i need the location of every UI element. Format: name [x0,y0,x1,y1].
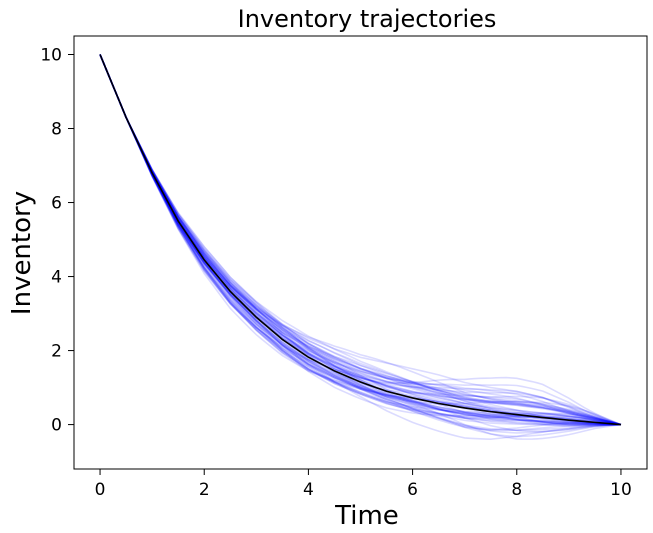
sample-trajectory-line [99,54,622,426]
y-tick-label: 6 [51,194,62,214]
sample-trajectory-line [99,54,622,426]
sample-trajectory-line [99,54,621,426]
y-tick-label: 8 [51,120,62,140]
x-axis-title: Time [334,501,399,531]
sample-trajectory-line [99,54,621,426]
sample-trajectory-line [99,54,622,426]
sample-trajectory-line [99,54,622,426]
sample-trajectory-line [99,54,621,426]
sample-trajectory-line [99,54,622,426]
sample-trajectory-line [99,54,621,426]
y-tick-label: 2 [51,342,62,362]
sample-trajectory-line [99,54,621,431]
sample-trajectory-line [99,54,622,426]
sample-trajectory-line [99,54,622,431]
sample-trajectory-line [99,54,622,426]
sample-trajectory-line [99,54,621,426]
sample-trajectory-line [99,54,622,426]
x-tick-label: 10 [610,480,632,500]
y-axis: 0 2 4 6 8 10 [40,46,74,436]
sample-trajectory-line [99,54,621,432]
sample-trajectory-line [99,54,622,426]
sample-trajectory-line [99,54,621,426]
sample-trajectory-line [99,54,622,426]
trajectory-layer [99,54,622,440]
sample-trajectory-line [99,54,622,426]
sample-trajectory-line [99,54,622,426]
sample-trajectory-line [99,54,622,426]
sample-trajectory-line [99,54,621,433]
sample-trajectory-line [99,54,621,426]
sample-trajectory-line [99,54,622,426]
sample-trajectory-line [99,54,622,426]
x-tick-label: 8 [511,480,522,500]
sample-trajectory-line [99,54,622,426]
sample-trajectory-line [99,54,621,440]
sample-trajectory-line [99,54,622,426]
sample-trajectory-line [99,54,622,426]
chart-title: Inventory trajectories [238,5,497,33]
y-axis-title: Inventory [7,191,37,315]
x-tick-label: 2 [199,480,210,500]
sample-trajectory-line [99,54,621,434]
sample-trajectory-line [99,54,621,427]
sample-trajectory-line [99,54,621,426]
sample-trajectory-line [99,54,621,426]
y-tick-label: 10 [40,46,62,66]
x-tick-label: 4 [303,480,314,500]
sample-trajectory-line [99,54,622,440]
sample-trajectory-line [99,54,622,426]
x-tick-label: 0 [95,480,106,500]
sample-trajectory-line [99,54,621,426]
sample-trajectory-line [99,54,621,438]
x-tick-label: 6 [407,480,418,500]
sample-trajectory-line [99,54,622,426]
sample-trajectory-line [99,54,622,426]
sample-trajectory-line [99,54,621,426]
x-axis: 0 2 4 6 8 10 [95,469,632,500]
mean-trajectory-line [99,54,622,426]
y-tick-label: 4 [51,268,62,288]
sample-trajectory-line [99,54,622,426]
y-tick-label: 0 [51,416,62,436]
sample-trajectory-line [99,54,621,426]
plot-frame [73,35,648,470]
